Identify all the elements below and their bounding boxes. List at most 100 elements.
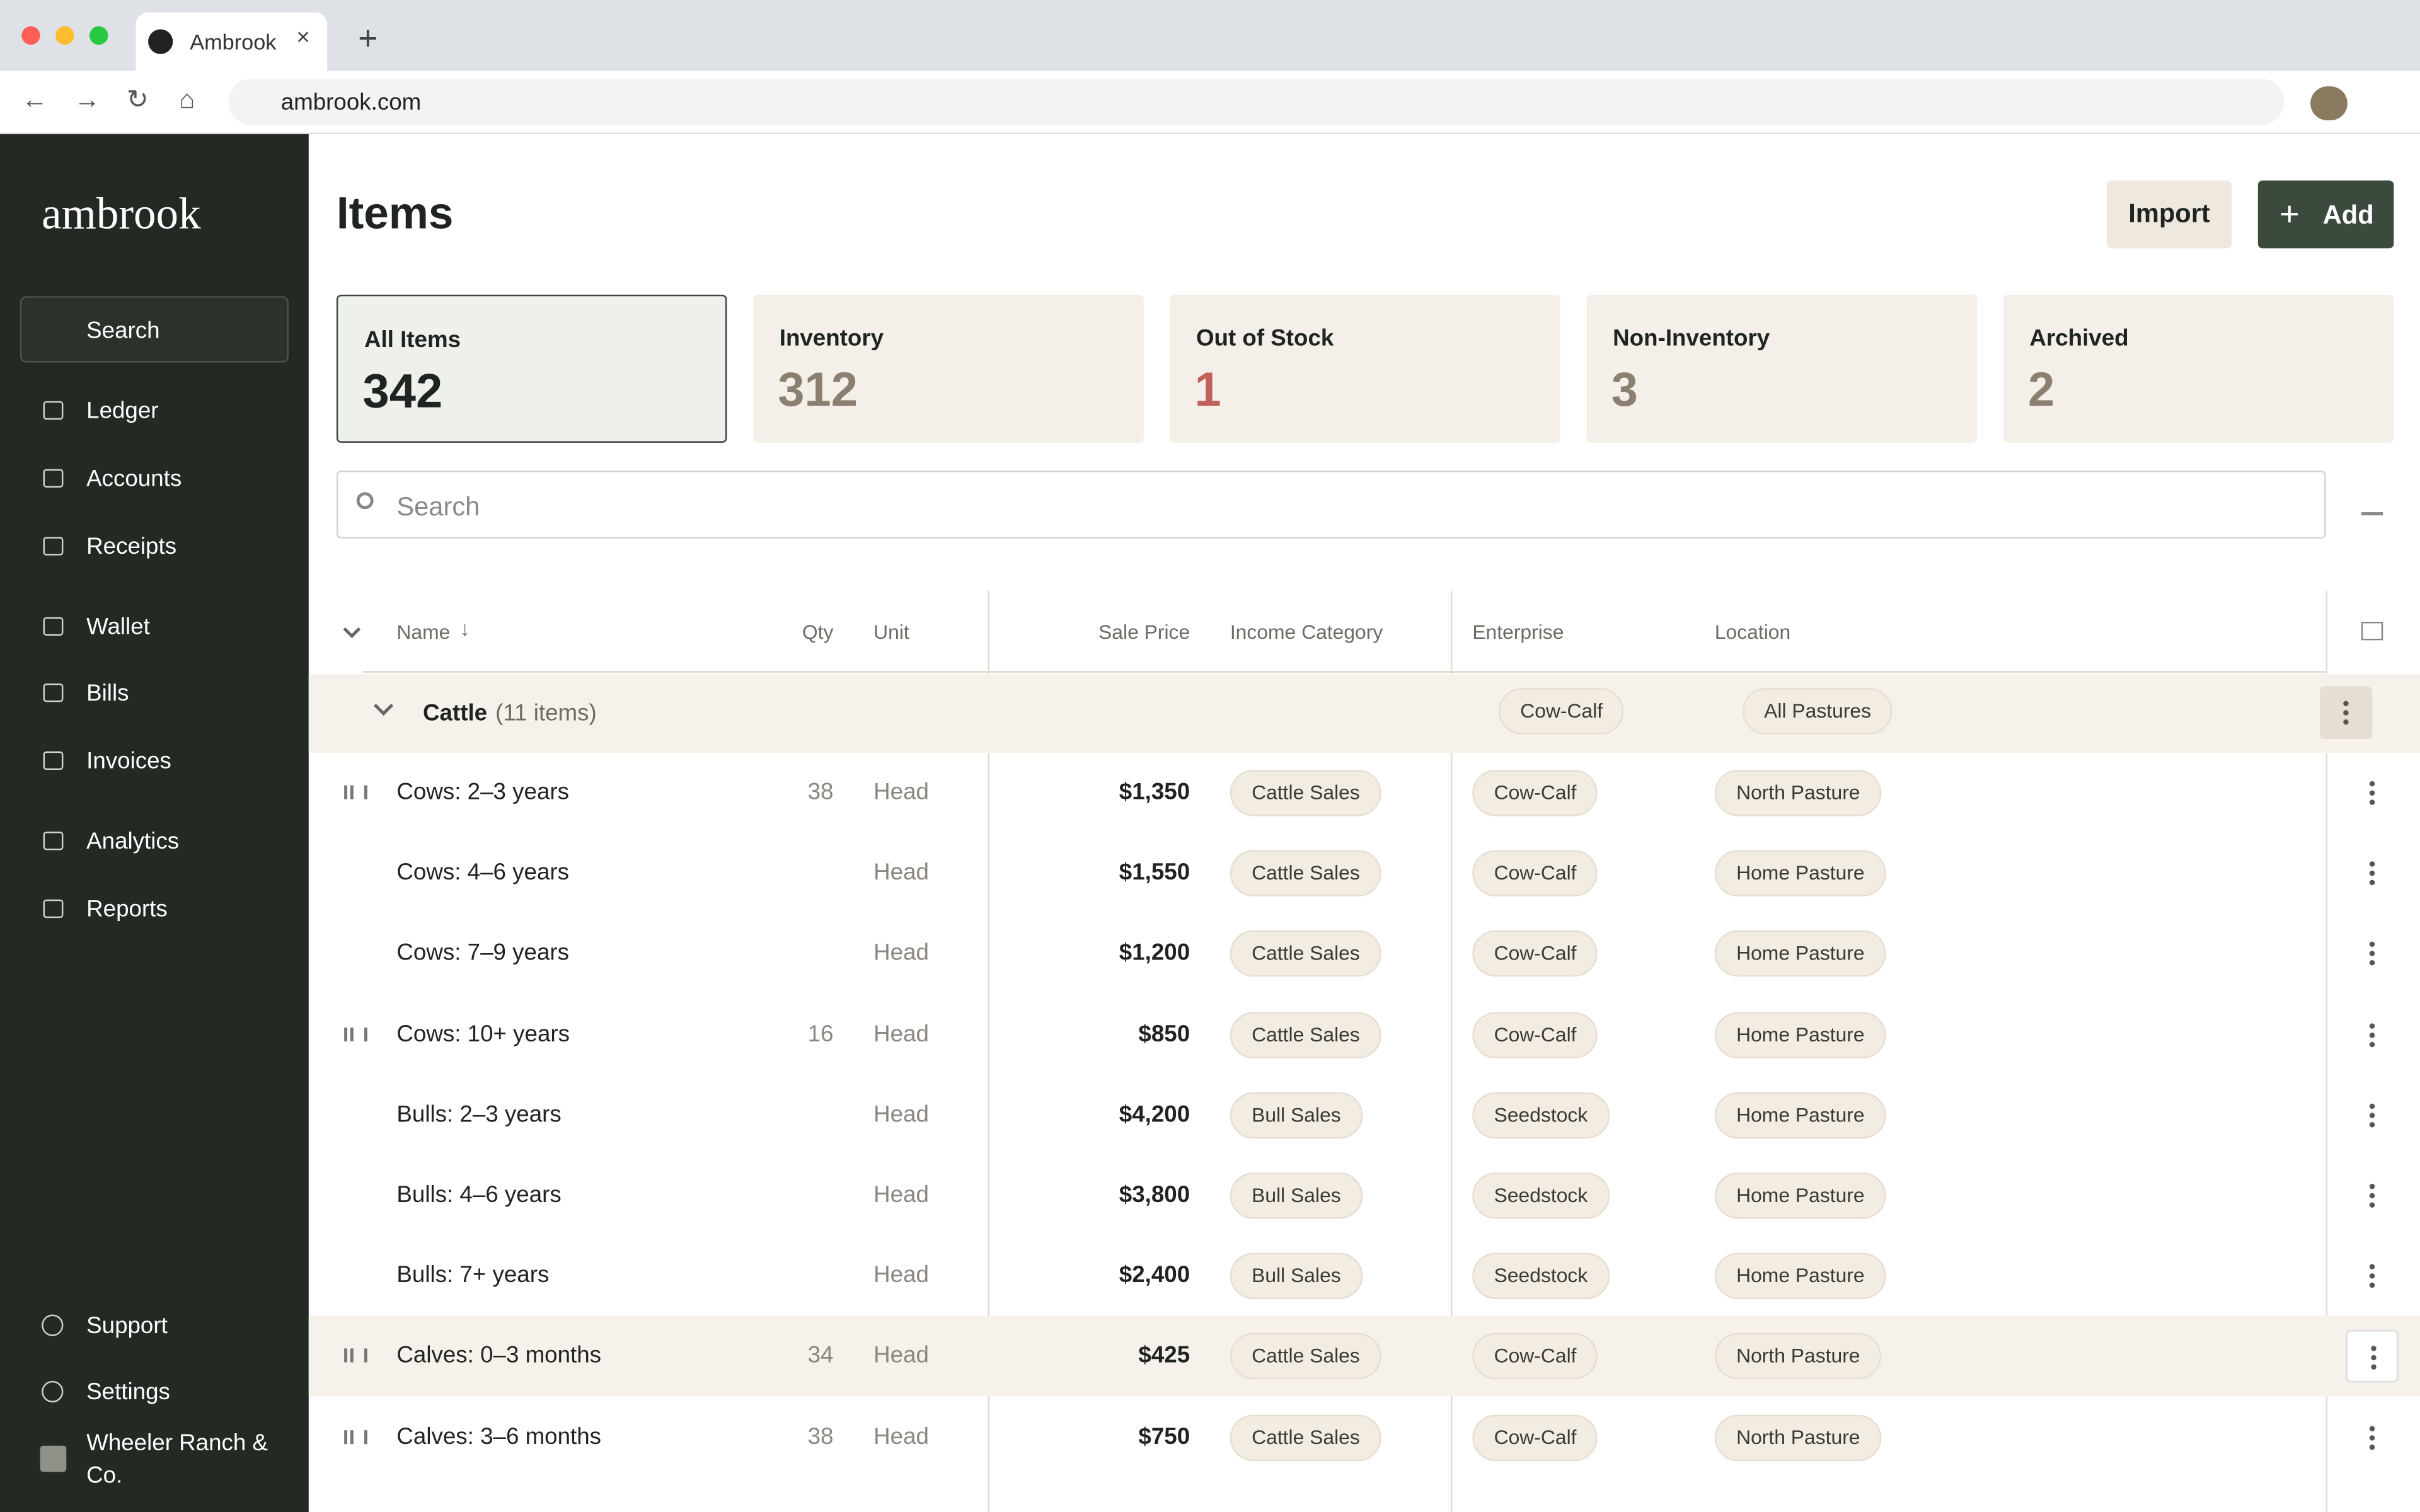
row-menu[interactable] (2346, 1330, 2399, 1383)
download-button[interactable] (2361, 488, 2383, 515)
column-header[interactable]: Unit (873, 620, 909, 644)
enterprise[interactable]: Cow-Calf (1472, 770, 1598, 816)
group-name: Cattle (423, 700, 488, 727)
row-menu[interactable] (2346, 1169, 2398, 1222)
sidebar-search[interactable]: Search (20, 296, 289, 363)
stat-card[interactable]: All Items 342 (336, 294, 727, 443)
group-row[interactable]: Cattle (11 items) Cow-Calf All Pastures (308, 674, 2420, 753)
location[interactable]: North Pasture (1714, 1414, 1882, 1461)
income-category[interactable]: Bull Sales (1230, 1092, 1363, 1138)
kebab-icon (2369, 1021, 2375, 1049)
column-header[interactable]: Location (1714, 620, 1791, 644)
window-button[interactable] (55, 26, 74, 45)
window-button[interactable] (89, 26, 108, 45)
nav-item[interactable]: Settings (20, 1370, 289, 1416)
nav-icon (43, 899, 64, 919)
nav-item[interactable]: Accounts (20, 457, 289, 503)
column-header[interactable]: Income Category (1230, 620, 1383, 644)
nav-item[interactable]: Invoices (20, 739, 289, 785)
column-header[interactable]: Sale Price (1098, 620, 1190, 644)
income-category[interactable]: Cattle Sales (1230, 1011, 1382, 1058)
row-menu[interactable] (2346, 928, 2398, 980)
sort-arrow[interactable]: ↓ (459, 617, 470, 641)
enterprise[interactable]: Cow-Calf (1472, 850, 1598, 897)
income-category[interactable]: Cattle Sales (1230, 770, 1382, 816)
kebab-icon (2369, 859, 2375, 888)
enterprise[interactable]: Seedstock (1472, 1253, 1610, 1300)
location[interactable]: Home Pasture (1714, 850, 1886, 897)
location[interactable]: Home Pasture (1714, 1011, 1886, 1058)
new-tab[interactable]: + (358, 18, 378, 57)
org-name[interactable]: Wheeler Ranch & Co. (86, 1430, 268, 1489)
row-menu[interactable] (2346, 1250, 2398, 1302)
income-category[interactable]: Cattle Sales (1230, 1414, 1382, 1461)
add-button[interactable]: + Add (2257, 180, 2394, 249)
nav-item[interactable]: Ledger (20, 389, 289, 435)
group-menu[interactable] (2319, 686, 2373, 740)
page-title: Items (336, 190, 454, 239)
nav-item[interactable]: Receipts (20, 525, 289, 571)
income-category[interactable]: Bull Sales (1230, 1253, 1363, 1300)
nav-button[interactable]: → (74, 84, 101, 115)
column-header[interactable]: Qty (802, 620, 834, 644)
row-menu[interactable] (2346, 767, 2398, 819)
window-button[interactable] (21, 26, 40, 45)
table-row[interactable] (309, 1075, 2420, 1155)
collapse-all[interactable] (343, 621, 361, 639)
column-header[interactable]: Name (396, 620, 451, 644)
enterprise[interactable]: Seedstock (1472, 1172, 1610, 1219)
enterprise[interactable]: Seedstock (1472, 1092, 1610, 1138)
table-row[interactable] (309, 1155, 2420, 1235)
search-placeholder: Search (396, 492, 480, 522)
row-menu[interactable] (2346, 1089, 2398, 1141)
item-unit: Head (873, 940, 929, 967)
nav-button[interactable]: ↻ (126, 84, 149, 115)
header-rule (362, 671, 2326, 673)
nav-item[interactable]: Reports (20, 887, 289, 933)
search-field[interactable]: Search (336, 470, 2326, 539)
income-category[interactable]: Bull Sales (1230, 1172, 1363, 1219)
nav-item[interactable]: Bills (20, 671, 289, 717)
income-category[interactable]: Cattle Sales (1230, 1333, 1382, 1380)
tab-close[interactable]: × (296, 25, 310, 51)
nav-label: Ledger (86, 398, 159, 425)
stat-card[interactable]: Non-Inventory 3 (1586, 294, 1978, 443)
browser-tab[interactable]: Ambrook × (135, 12, 328, 71)
income-category[interactable]: Cattle Sales (1230, 931, 1382, 978)
nav-button[interactable]: ← (21, 84, 48, 115)
item-price: $850 (1138, 1021, 1190, 1047)
nav-icon (42, 1380, 64, 1403)
item-unit: Head (873, 1101, 929, 1128)
kebab-icon (2369, 940, 2375, 968)
nav-item[interactable]: Analytics (20, 819, 289, 865)
row-menu[interactable] (2346, 1411, 2398, 1463)
url-field[interactable] (228, 78, 2285, 125)
enterprise[interactable]: Cow-Calf (1472, 1333, 1598, 1380)
location[interactable]: Home Pasture (1714, 1253, 1886, 1300)
nav-item[interactable]: Wallet (20, 605, 289, 651)
enterprise[interactable]: Cow-Calf (1472, 1414, 1598, 1461)
income-category[interactable]: Cattle Sales (1230, 850, 1382, 897)
enterprise[interactable]: Cow-Calf (1472, 1011, 1598, 1058)
stat-card[interactable]: Inventory 312 (753, 294, 1144, 443)
table-row[interactable] (309, 1236, 2420, 1316)
stat-value: 342 (362, 364, 443, 418)
location[interactable]: North Pasture (1714, 1333, 1882, 1380)
enterprise[interactable]: Cow-Calf (1472, 931, 1598, 978)
location[interactable]: Home Pasture (1714, 1172, 1886, 1219)
nav-item[interactable]: Support (20, 1303, 289, 1349)
profile-avatar[interactable] (2310, 86, 2348, 121)
column-header[interactable]: Enterprise (1472, 620, 1564, 644)
column-settings[interactable] (2361, 621, 2383, 641)
location[interactable]: Home Pasture (1714, 1092, 1886, 1138)
nav-button[interactable]: ⌂ (179, 84, 195, 115)
location[interactable]: North Pasture (1714, 770, 1882, 816)
stat-card[interactable]: Archived 2 (2003, 294, 2394, 443)
column-divider (988, 590, 989, 1512)
row-menu[interactable] (2346, 1009, 2398, 1061)
location[interactable]: Home Pasture (1714, 931, 1886, 978)
stat-card[interactable]: Out of Stock 1 (1170, 294, 1560, 443)
row-menu[interactable] (2346, 847, 2398, 900)
nav-icon (43, 469, 64, 488)
import-button[interactable]: Import (2106, 180, 2232, 249)
